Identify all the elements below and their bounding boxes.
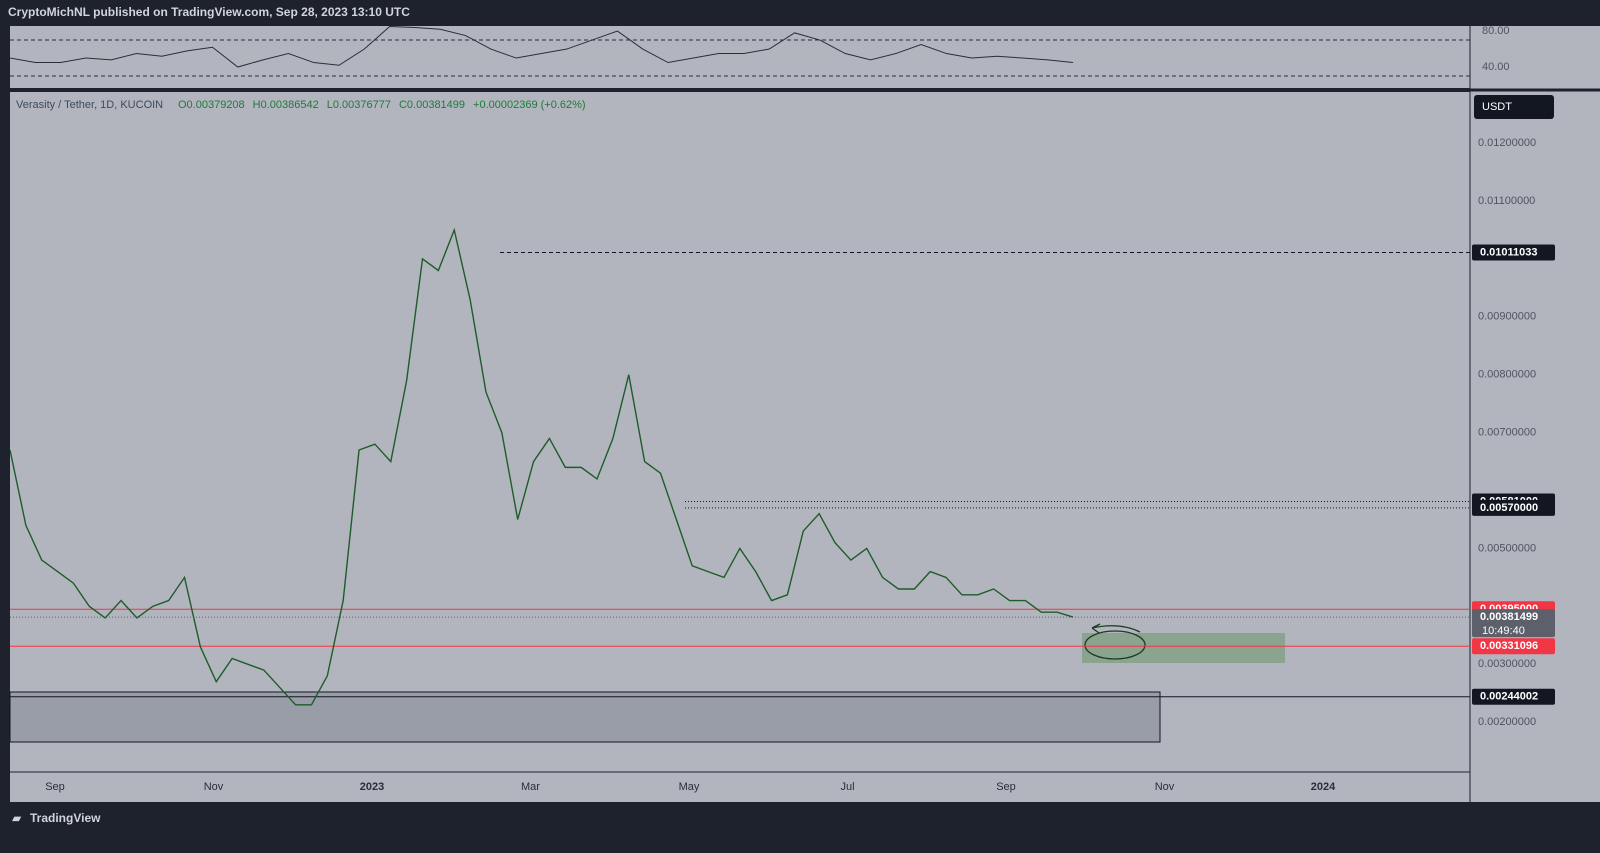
- support-box: [9, 691, 1161, 743]
- annotation-arrow: [1091, 623, 1141, 634]
- annotation-circle: [1084, 630, 1146, 660]
- y-tick-label: 80.00: [1482, 25, 1510, 37]
- price-pane: [10, 92, 1470, 772]
- y-tick-label: 0.00200000: [1478, 716, 1536, 728]
- level-tag: [1472, 638, 1555, 655]
- brand-logo: ▰: [12, 811, 22, 825]
- ohlc-value: +0.00002369 (+0.62%): [473, 99, 586, 111]
- rsi-pane: [10, 26, 1470, 88]
- y-tick-label: 0.00500000: [1478, 542, 1536, 554]
- x-tick-label: Sep: [45, 781, 65, 793]
- brand: TradingView: [30, 811, 101, 825]
- price-plot: [10, 227, 1470, 706]
- level-tag: [1472, 688, 1555, 705]
- ohlc-value: C0.00381499: [399, 99, 465, 111]
- x-tick-label: 2023: [360, 781, 384, 793]
- y-tick-label: 40.00: [1482, 61, 1510, 73]
- rsi-plot: [10, 26, 1470, 77]
- level-label: 0.00570000: [1480, 502, 1538, 514]
- currency-box: [1474, 95, 1554, 119]
- x-tick-label: Jul: [840, 781, 854, 793]
- ohlc-value: H0.00386542: [253, 99, 319, 111]
- level-tag: [1472, 499, 1555, 516]
- y-tick-label: 0.01100000: [1478, 195, 1535, 207]
- x-tick-label: 2024: [1311, 781, 1336, 793]
- y-tick-label: 0.00300000: [1478, 658, 1536, 670]
- level-tag: [1472, 244, 1555, 261]
- rsi-line: [10, 26, 1074, 68]
- overlay: Verasity / Tether, 1D, KUCOIN O0.0037920…: [16, 99, 586, 111]
- price-line: [10, 227, 1074, 706]
- y-tick-label: 0.00900000: [1478, 311, 1536, 323]
- level-label: 0.01011033: [1480, 246, 1538, 258]
- y-tick-label: 0.00800000: [1478, 369, 1536, 381]
- price-axis: [1470, 26, 1600, 802]
- x-tick-label: Nov: [1155, 781, 1175, 793]
- level-tag: [1472, 609, 1555, 638]
- level-countdown: 10:49:40: [1482, 625, 1525, 637]
- currency: USDT: [1482, 101, 1512, 113]
- y-tick-label: 0.00700000: [1478, 427, 1536, 439]
- ohlc-value: L0.00376777: [327, 99, 391, 111]
- target-zone: [1082, 633, 1285, 663]
- level-label: 0.00331096: [1480, 640, 1538, 652]
- publisher: CryptoMichNL published on TradingView.co…: [8, 5, 410, 19]
- x-tick-label: May: [679, 781, 700, 793]
- symbol: Verasity / Tether, 1D, KUCOIN: [16, 99, 163, 111]
- x-tick-label: Nov: [204, 781, 224, 793]
- level-label: 0.00244002: [1480, 691, 1538, 703]
- x-tick-label: Mar: [521, 781, 540, 793]
- x-tick-label: Sep: [996, 781, 1016, 793]
- y-tick-label: 0.01200000: [1478, 137, 1536, 149]
- ohlc-value: O0.00379208: [178, 99, 245, 111]
- level-label: 0.00381499: [1480, 611, 1538, 623]
- time-axis: [10, 772, 1470, 802]
